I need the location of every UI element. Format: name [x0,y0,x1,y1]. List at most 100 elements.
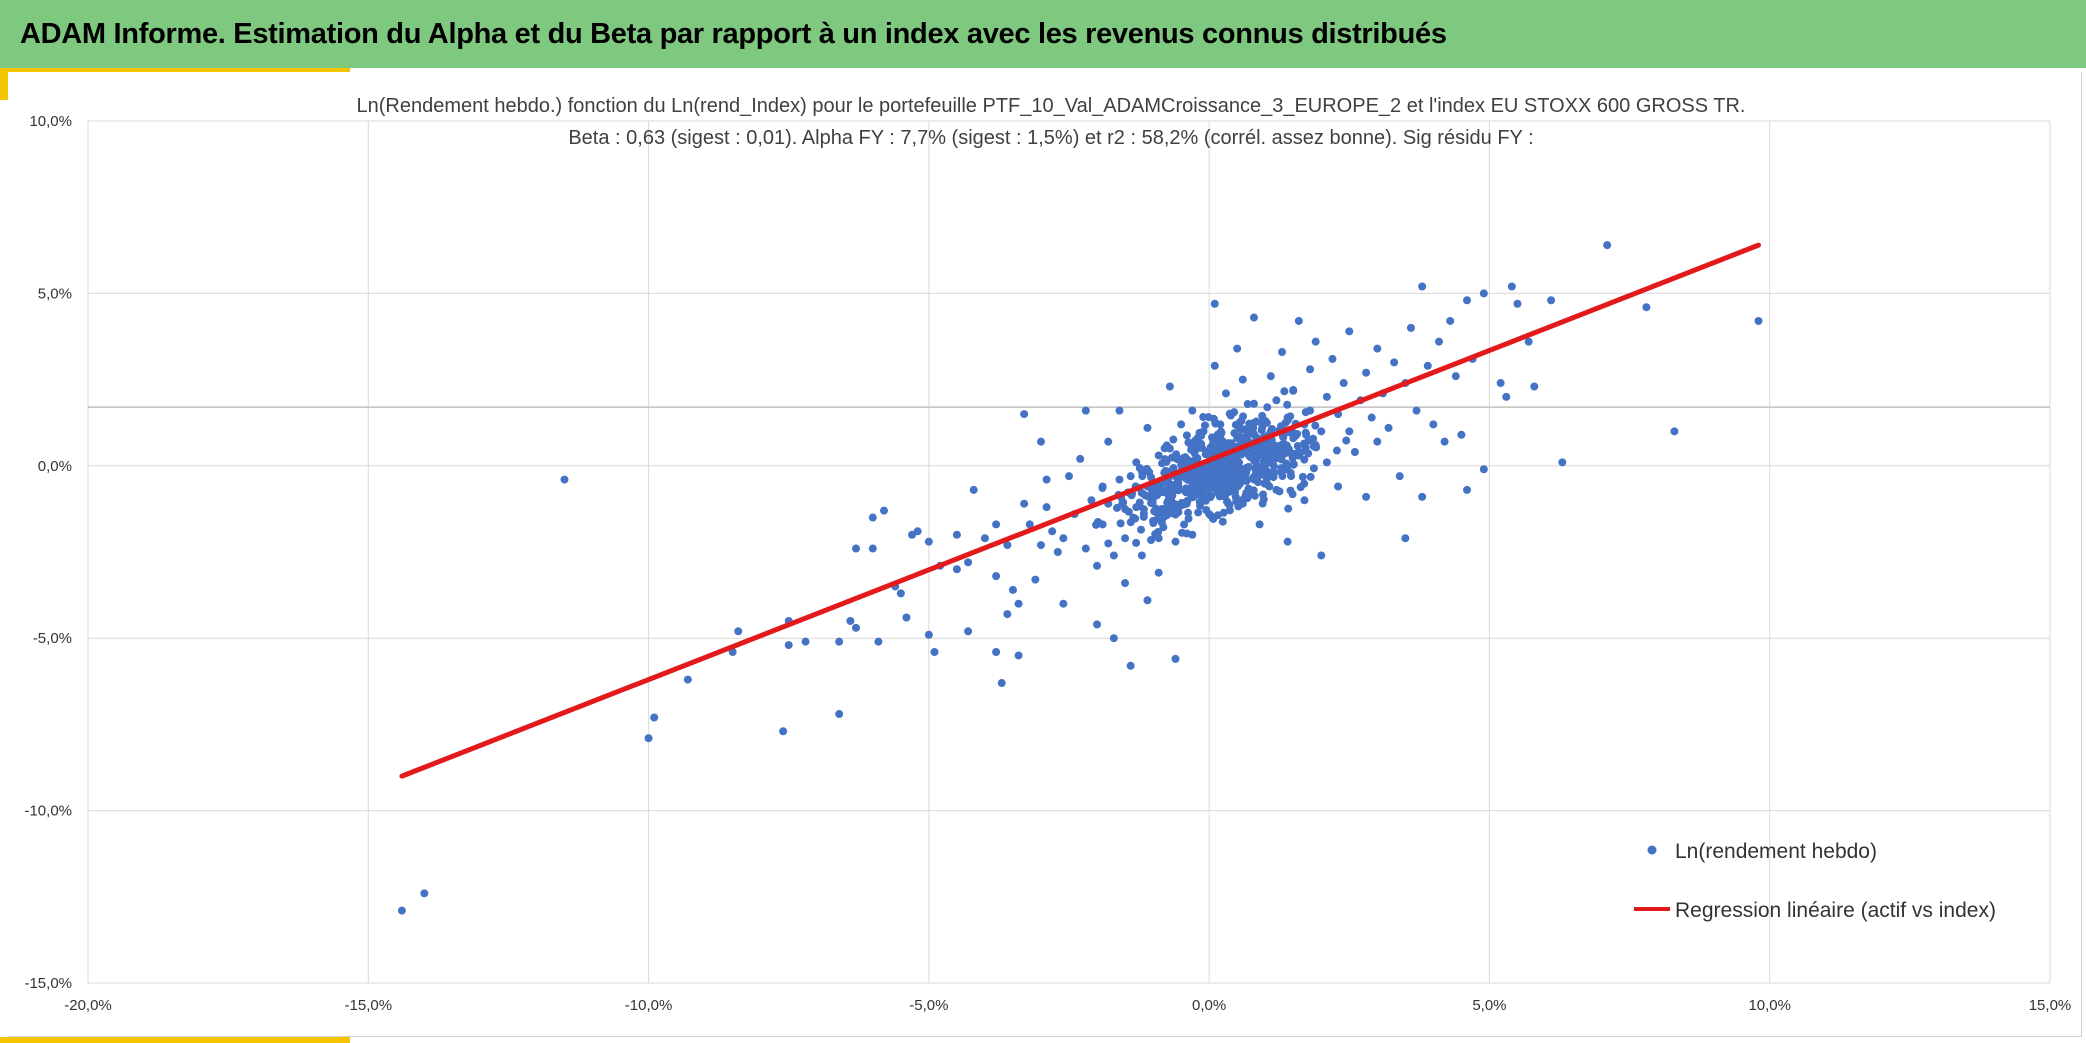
x-tick-label: -10,0% [625,997,673,1014]
data-point [1209,514,1218,523]
x-tick-label: -20,0% [64,997,112,1014]
data-point [1135,502,1144,511]
data-point [1104,539,1113,548]
data-point [1059,599,1068,608]
data-point [1257,418,1266,427]
data-point [1451,372,1460,381]
data-point [1249,313,1258,322]
data-point [1132,538,1141,547]
data-point [1215,437,1224,446]
data-point [1270,451,1279,460]
data-point [1211,418,1220,427]
data-point [1230,478,1239,487]
data-point [1294,316,1303,325]
data-point [1423,361,1432,370]
data-point [1328,354,1337,363]
data-point [1440,437,1449,446]
data-point [1754,316,1763,325]
data-point [1235,424,1244,433]
data-point [1154,527,1163,536]
data-point [1171,654,1180,663]
data-point [683,675,692,684]
data-point [1181,488,1190,497]
data-point [1412,406,1421,415]
data-point [1126,661,1135,670]
data-point [913,527,922,536]
data-point [1235,433,1244,442]
data-point [997,679,1006,688]
legend-label-regression: Regression linéaire (actif vs index) [1675,899,1996,922]
data-point [1236,476,1245,485]
data-point [980,534,989,543]
data-point [1362,492,1371,501]
data-point [969,485,978,494]
data-point [1188,493,1197,502]
data-point [880,506,889,515]
legend-label-points: Ln(rendement hebdo) [1675,840,1877,863]
data-point [1312,443,1321,452]
data-point [1283,400,1292,409]
data-point [1087,496,1096,505]
data-point [1284,445,1293,454]
data-point [1457,430,1466,439]
data-point [1230,408,1239,417]
data-point [1246,453,1255,462]
data-point [1126,518,1135,527]
data-point [992,647,1001,656]
x-tick-label: 0,0% [1192,997,1226,1014]
data-point [1290,449,1299,458]
data-point [1395,472,1404,481]
data-point [851,544,860,553]
accent-bar-bottom [0,1037,350,1043]
data-point [1200,421,1209,430]
data-point [1236,417,1245,426]
data-point [1258,499,1267,508]
data-point [1300,496,1309,505]
data-point [1289,386,1298,395]
data-point [1250,429,1259,438]
data-point [1014,651,1023,660]
data-point [1293,441,1302,450]
data-point [1115,406,1124,415]
data-point [1272,396,1281,405]
data-point [1137,551,1146,560]
data-point [964,558,973,567]
data-point [1194,508,1203,517]
data-point [1547,296,1556,305]
data-point [1260,443,1269,452]
data-point [1262,479,1271,488]
data-point [1098,484,1107,493]
grid-lines [87,120,2051,984]
x-tick-label: 5,0% [1472,997,1506,1014]
data-point [1188,406,1197,415]
data-point [1166,491,1175,500]
y-tick-label: -15,0% [24,975,72,992]
data-point [1169,435,1178,444]
data-point [1384,423,1393,432]
data-point [1530,382,1539,391]
data-point [1020,499,1029,508]
data-point [1113,503,1122,512]
data-point [1184,508,1193,517]
data-point [1210,361,1219,370]
data-point [1258,411,1267,420]
data-point [1243,400,1252,409]
data-point [1418,492,1427,501]
data-point [1182,431,1191,440]
data-point [1143,423,1152,432]
data-point [1109,551,1118,560]
accent-bar-top [0,68,350,72]
data-point [1190,449,1199,458]
data-point [1255,520,1264,529]
data-point [1224,485,1233,494]
data-point [1373,344,1382,353]
data-point [1143,596,1152,605]
data-point [1300,455,1309,464]
data-point [1093,620,1102,629]
chart-title-line-2: Beta : 0,63 (sigest : 0,01). Alpha FY : … [568,127,1533,149]
data-point [1165,382,1174,391]
data-point [1317,427,1326,436]
data-point [1161,466,1170,475]
data-points [397,241,1763,915]
data-point [1306,472,1315,481]
